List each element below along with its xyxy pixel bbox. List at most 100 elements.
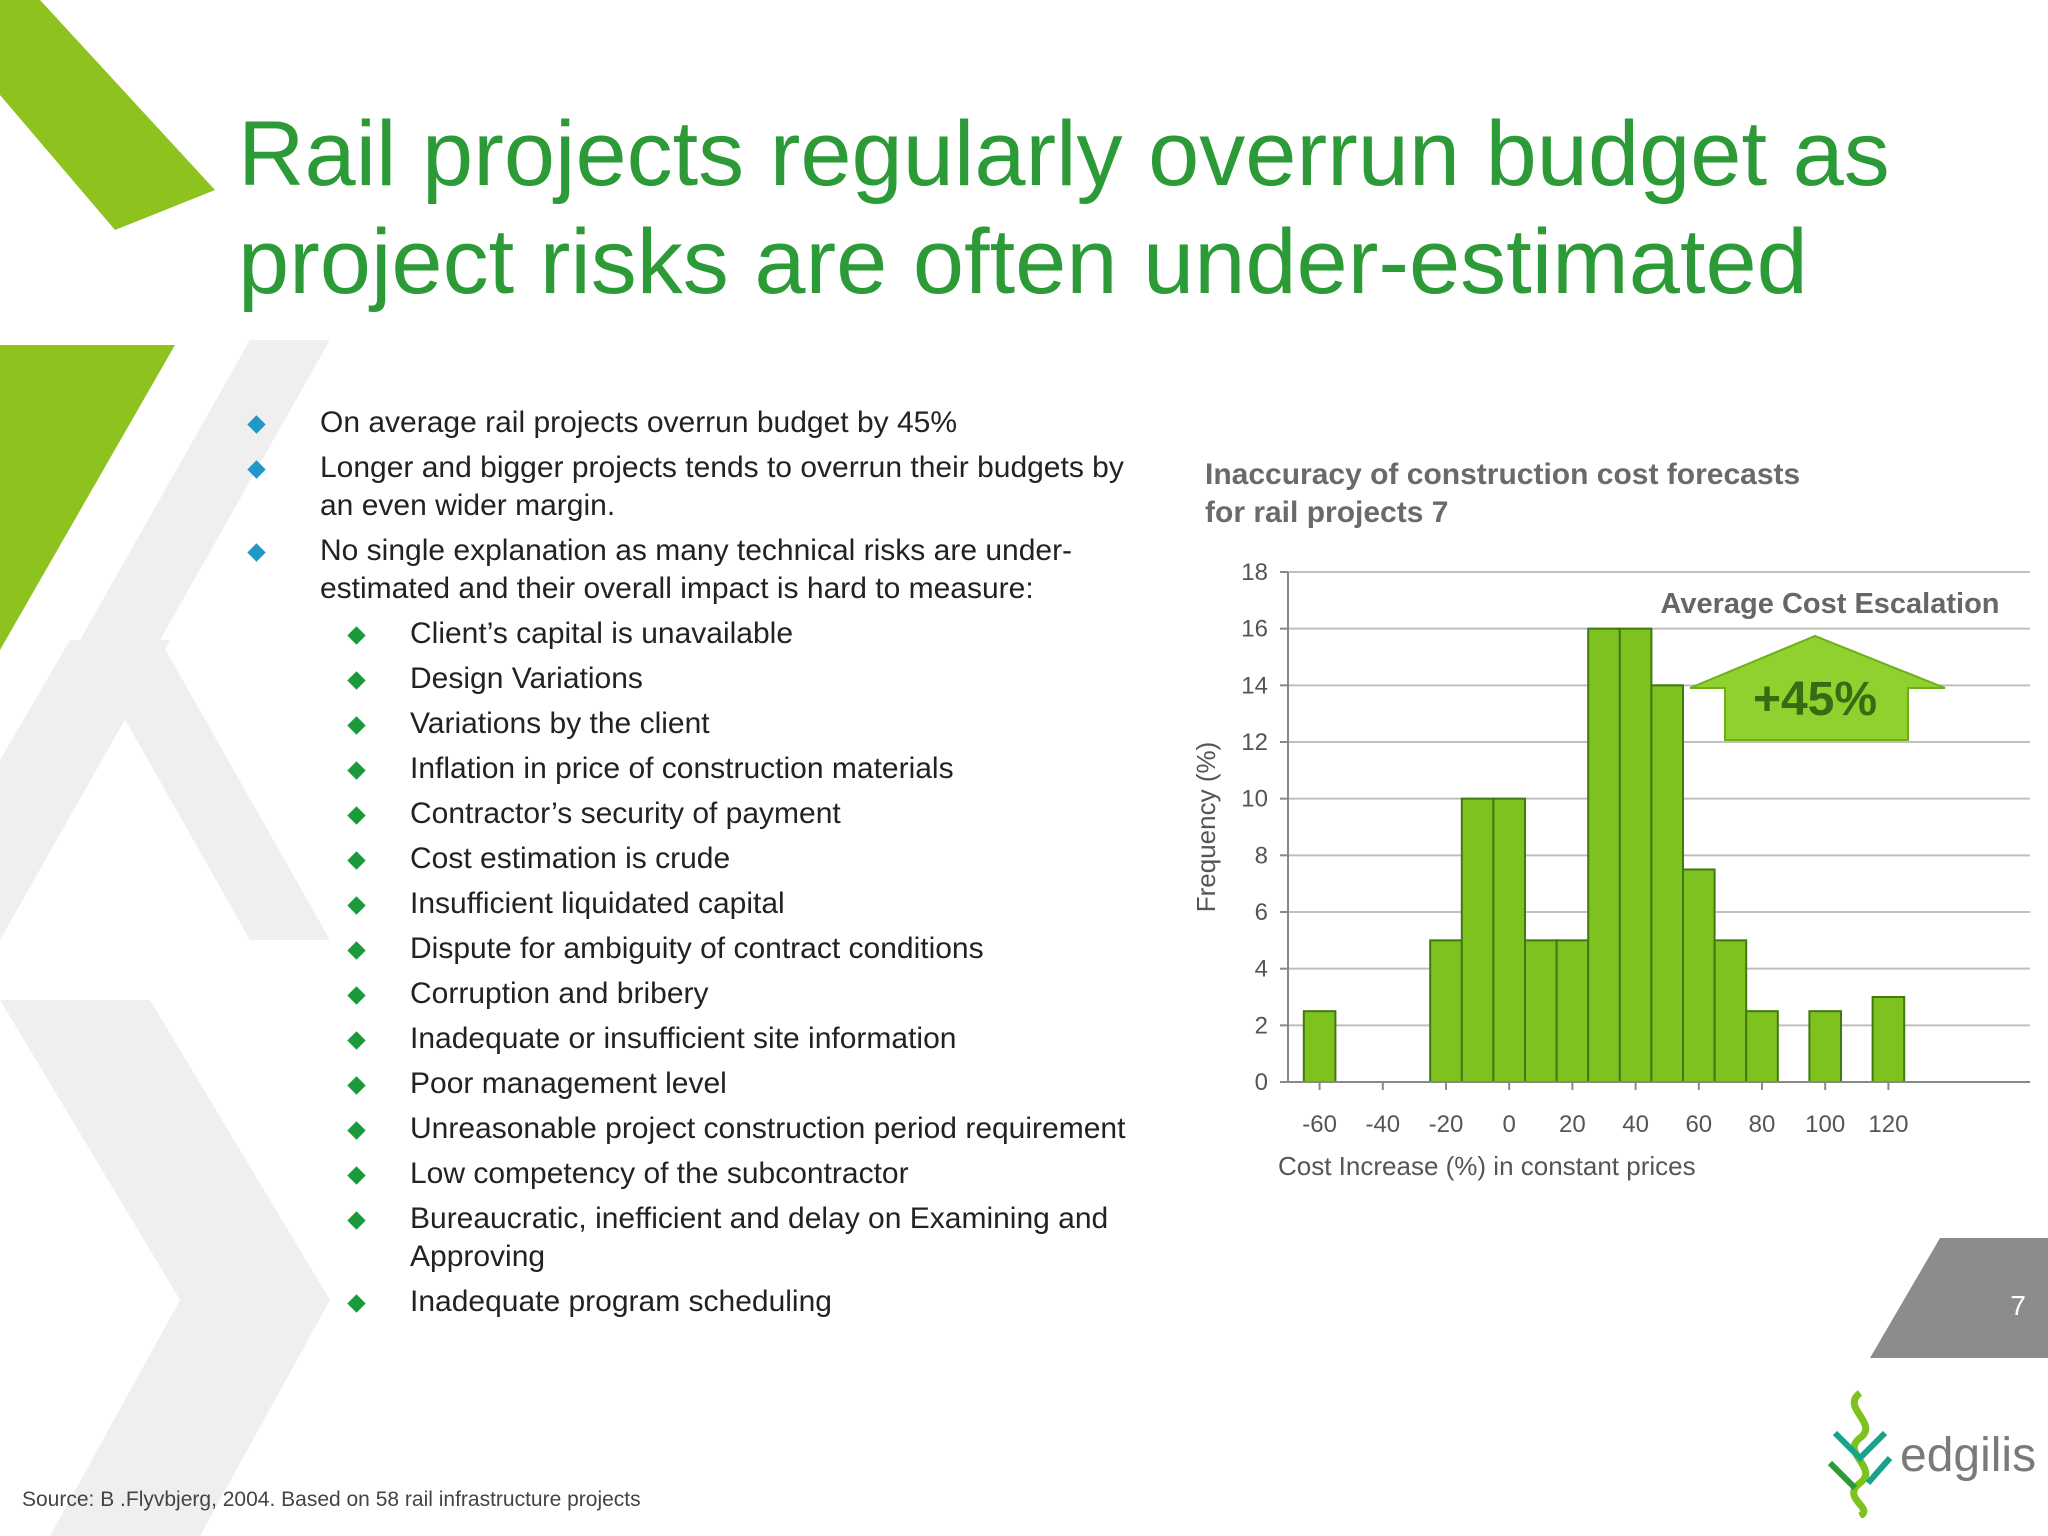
sub-bullet-text: Cost estimation is crude — [410, 842, 731, 875]
sub-list-item: Low competency of the subcontractor — [238, 1155, 1138, 1193]
histogram-bar — [1460, 797, 1495, 1084]
diamond-bullet-icon — [347, 1121, 366, 1140]
diamond-bullet-icon — [347, 1166, 366, 1185]
x-tick-label: 40 — [1622, 1111, 1649, 1138]
bullet-text: Longer and bigger projects tends to over… — [320, 451, 1124, 522]
title-line-2: project risks are often under-estimated — [238, 211, 1808, 313]
histogram-bar — [1302, 1010, 1337, 1083]
x-tick-label: 100 — [1805, 1111, 1845, 1138]
sub-bullet-text: Poor management level — [410, 1067, 727, 1100]
sub-bullet-text: Inflation in price of construction mater… — [410, 752, 954, 785]
title-line-1: Rail projects regularly overrun budget a… — [238, 103, 1890, 205]
sub-list-item: Client’s capital is unavailable — [238, 615, 1138, 653]
diamond-bullet-icon — [347, 1031, 366, 1050]
sub-list-item: Insufficient liquidated capital — [238, 885, 1138, 923]
histogram-bar — [1492, 797, 1526, 1084]
sub-list-item: Contractor’s security of payment — [238, 795, 1138, 833]
x-tick-label: 60 — [1685, 1111, 1712, 1138]
chart-title: Inaccuracy of construction cost forecast… — [1205, 458, 1801, 529]
histogram-bar — [1745, 1010, 1779, 1083]
sub-bullet-text: Contractor’s security of payment — [410, 797, 841, 830]
annotation-label: Average Cost Escalation — [1661, 588, 2000, 620]
up-arrow-icon — [1689, 634, 1946, 741]
company-logo: edgilis — [1820, 1388, 2037, 1518]
histogram-bar — [1555, 939, 1590, 1084]
histogram-bar — [1618, 627, 1653, 1084]
y-tick-label: 0 — [1255, 1069, 1268, 1096]
histogram-bar — [1808, 1010, 1843, 1083]
diamond-bullet-icon — [347, 716, 366, 735]
histogram-bar — [1524, 939, 1558, 1084]
sub-bullet-text: Design Variations — [410, 662, 643, 695]
diamond-bullet-icon — [347, 806, 366, 825]
logo-text: edgilis — [1900, 1429, 2037, 1482]
sub-bullet-text: Low competency of the subcontractor — [410, 1157, 909, 1190]
sub-list-item: Dispute for ambiguity of contract condit… — [238, 930, 1138, 968]
y-tick-label: 8 — [1255, 842, 1268, 869]
bullet-text: No single explanation as many technical … — [320, 534, 1073, 605]
sub-list-item: Variations by the client — [238, 705, 1138, 743]
sub-list-item: Unreasonable project construction period… — [238, 1110, 1138, 1148]
diamond-bullet-icon — [347, 1076, 366, 1095]
list-item: Longer and bigger projects tends to over… — [238, 449, 1138, 525]
slide-title: Rail projects regularly overrun budget a… — [238, 100, 1938, 316]
y-tick-label: 12 — [1241, 729, 1268, 756]
diamond-bullet-icon — [347, 1211, 366, 1230]
cost-histogram-chart: 0 2 4 6 8 10 12 14 16 18 -60 -40 -20 0 20 40 60 80 100 120… — [1191, 559, 2030, 1181]
sub-bullet-text: Inadequate or insufficient site informat… — [410, 1022, 957, 1055]
histogram-bar — [1587, 627, 1621, 1084]
histogram-bar — [1871, 996, 1906, 1083]
diamond-bullet-icon — [347, 986, 366, 1005]
diamond-bullet-icon — [247, 460, 266, 479]
sub-list-item: Corruption and bribery — [238, 975, 1138, 1013]
page-number-tab — [1870, 1238, 2048, 1358]
average-escalation-annotation: Average Cost Escalation +45% — [1661, 588, 2000, 741]
histogram-bar — [1429, 939, 1463, 1084]
sub-bullet-text: Inadequate program scheduling — [410, 1285, 832, 1318]
diamond-bullet-icon — [347, 671, 366, 690]
histogram-bar — [1682, 868, 1716, 1083]
histogram-bar — [1650, 684, 1684, 1083]
x-tick-label: -20 — [1429, 1111, 1464, 1138]
y-tick-label: 14 — [1241, 672, 1268, 699]
source-note: Source: B .Flyvbjerg, 2004. Based on 58 … — [22, 1488, 641, 1511]
diamond-bullet-icon — [347, 626, 366, 645]
y-tick-label: 2 — [1255, 1012, 1268, 1039]
sub-list-item: Cost estimation is crude — [238, 840, 1138, 878]
diamond-bullet-icon — [347, 896, 366, 915]
x-tick-label: 20 — [1559, 1111, 1586, 1138]
diamond-bullet-icon — [347, 941, 366, 960]
diamond-bullet-icon — [347, 851, 366, 870]
sub-bullet-text: Dispute for ambiguity of contract condit… — [410, 932, 984, 965]
y-tick-label: 10 — [1241, 786, 1268, 813]
sub-list-item: Poor management level — [238, 1065, 1138, 1103]
histogram-bar — [1713, 939, 1748, 1084]
x-tick-label: 0 — [1503, 1111, 1516, 1138]
sub-bullet-text: Insufficient liquidated capital — [410, 887, 785, 920]
sub-list-item: Bureaucratic, inefficient and delay on E… — [238, 1200, 1138, 1276]
sub-bullet-text: Corruption and bribery — [410, 977, 709, 1010]
bullet-text: On average rail projects overrun budget … — [320, 406, 958, 439]
sub-list-item: Inadequate or insufficient site informat… — [238, 1020, 1138, 1058]
list-item: On average rail projects overrun budget … — [238, 404, 1138, 442]
y-axis-title: Frequency (%) — [1191, 742, 1221, 913]
x-axis-title: Cost Increase (%) in constant prices — [1278, 1151, 1696, 1181]
sub-bullet-text: Client’s capital is unavailable — [410, 617, 793, 650]
y-tick-label: 6 — [1255, 899, 1268, 926]
diamond-bullet-icon — [247, 415, 266, 434]
x-tick-label: 120 — [1868, 1111, 1908, 1138]
sub-bullet-text: Variations by the client — [410, 707, 710, 740]
x-tick-label: -40 — [1365, 1111, 1400, 1138]
y-tick-label: 16 — [1241, 616, 1268, 643]
annotation-value: +45% — [1753, 673, 1877, 726]
sub-bullet-text: Bureaucratic, inefficient and delay on E… — [410, 1202, 1109, 1273]
list-item: No single explanation as many technical … — [238, 532, 1138, 608]
y-tick-label: 18 — [1241, 559, 1268, 586]
sub-bullet-text: Unreasonable project construction period… — [410, 1112, 1126, 1145]
x-tick-label: 80 — [1749, 1111, 1776, 1138]
chart-bars — [1302, 627, 1906, 1084]
logo-mark-icon — [1827, 1390, 1893, 1518]
sub-list-item: Inadequate program scheduling — [238, 1283, 1138, 1321]
x-tick-labels: -60 -40 -20 0 20 40 60 80 100 120 — [1302, 1111, 1908, 1138]
